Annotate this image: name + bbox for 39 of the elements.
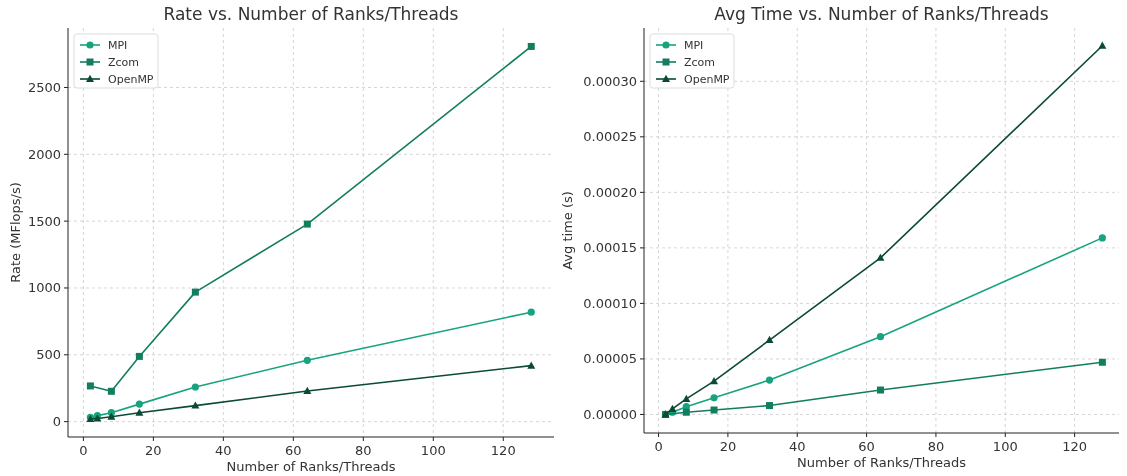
legend-label: Zcom	[108, 56, 140, 69]
y-tick-label: 0	[52, 414, 61, 430]
x-tick-label: 20	[145, 443, 162, 458]
x-tick-label: 100	[992, 439, 1018, 454]
x-tick-label: 80	[927, 439, 945, 454]
x-tick-label: 60	[285, 443, 302, 458]
y-axis-title: Rate (MFlops/s)	[8, 182, 23, 283]
legend-label: OpenMP	[108, 73, 154, 86]
x-axis-title: Number of Ranks/Threads	[226, 459, 396, 474]
legend-label: MPI	[108, 39, 128, 52]
y-tick-label: 2000	[27, 146, 61, 162]
x-tick-label: 100	[420, 443, 446, 458]
legend-label: Zcom	[684, 56, 716, 69]
legend-label: OpenMP	[684, 73, 730, 86]
y-tick-label: 1500	[27, 213, 61, 229]
y-tick-label: 0.00025	[583, 129, 637, 145]
x-tick-label: 120	[490, 443, 516, 458]
x-tick-label: 40	[215, 443, 232, 458]
y-tick-label: 1000	[27, 280, 61, 296]
chart-title: Rate vs. Number of Ranks/Threads	[163, 4, 459, 24]
y-tick-label: 0.00020	[583, 184, 637, 200]
legend-label: MPI	[684, 39, 704, 52]
x-tick-label: 80	[355, 443, 372, 458]
x-tick-label: 20	[719, 439, 737, 454]
y-tick-label: 0.00015	[583, 240, 637, 256]
chart-title: Avg Time vs. Number of Ranks/Threads	[714, 4, 1049, 24]
y-axis-title: Avg time (s)	[560, 191, 575, 270]
y-tick-label: 0.00005	[583, 351, 637, 367]
y-tick-label: 0.00030	[583, 73, 637, 89]
x-tick-label: 0	[79, 443, 88, 458]
x-tick-label: 40	[788, 439, 806, 454]
x-tick-label: 0	[654, 439, 663, 454]
x-tick-label: 60	[858, 439, 875, 454]
y-tick-label: 0.00000	[583, 406, 637, 422]
x-axis-title: Number of Ranks/Threads	[797, 455, 967, 470]
y-tick-label: 0.00010	[583, 295, 637, 311]
y-tick-label: 500	[36, 347, 61, 363]
y-tick-label: 2500	[27, 79, 61, 95]
x-tick-label: 120	[1062, 439, 1088, 454]
